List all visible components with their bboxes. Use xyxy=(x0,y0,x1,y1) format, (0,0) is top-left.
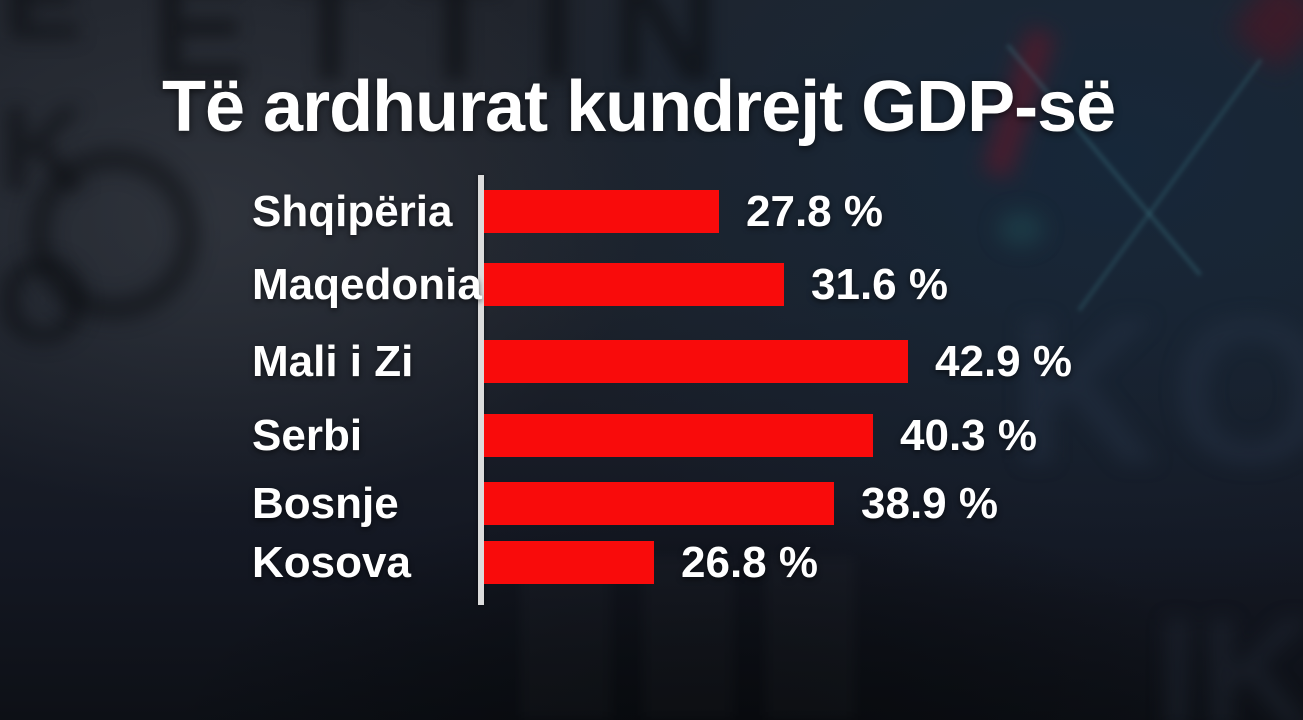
category-label: Shqipëria xyxy=(252,186,453,236)
value-label: 42.9 % xyxy=(935,336,1072,386)
bar xyxy=(484,414,873,457)
chart-axis-line xyxy=(478,175,484,605)
background-watermark-right: KO xyxy=(1008,273,1303,508)
bar xyxy=(484,541,654,584)
background-ring-shape xyxy=(28,148,200,320)
value-label: 31.6 % xyxy=(811,259,948,309)
category-label: Serbi xyxy=(252,410,363,460)
category-label: Kosova xyxy=(252,537,411,587)
value-label: 27.8 % xyxy=(746,186,883,236)
bar xyxy=(484,190,719,233)
bar xyxy=(484,340,908,383)
chart-title: Të ardhurat kundrejt GDP-së xyxy=(162,67,1116,147)
background-red-streak xyxy=(1230,0,1303,71)
category-label: Maqedonia xyxy=(252,259,482,309)
value-label: 26.8 % xyxy=(681,537,818,587)
category-label: Bosnje xyxy=(252,478,399,528)
category-label: Mali i Zi xyxy=(252,336,414,386)
bar xyxy=(484,482,834,525)
background-teal-blob xyxy=(998,212,1044,246)
value-label: 40.3 % xyxy=(900,410,1037,460)
background-watermark-bottom-right: IK xyxy=(1155,584,1303,720)
value-label: 38.9 % xyxy=(861,478,998,528)
bar xyxy=(484,263,784,306)
